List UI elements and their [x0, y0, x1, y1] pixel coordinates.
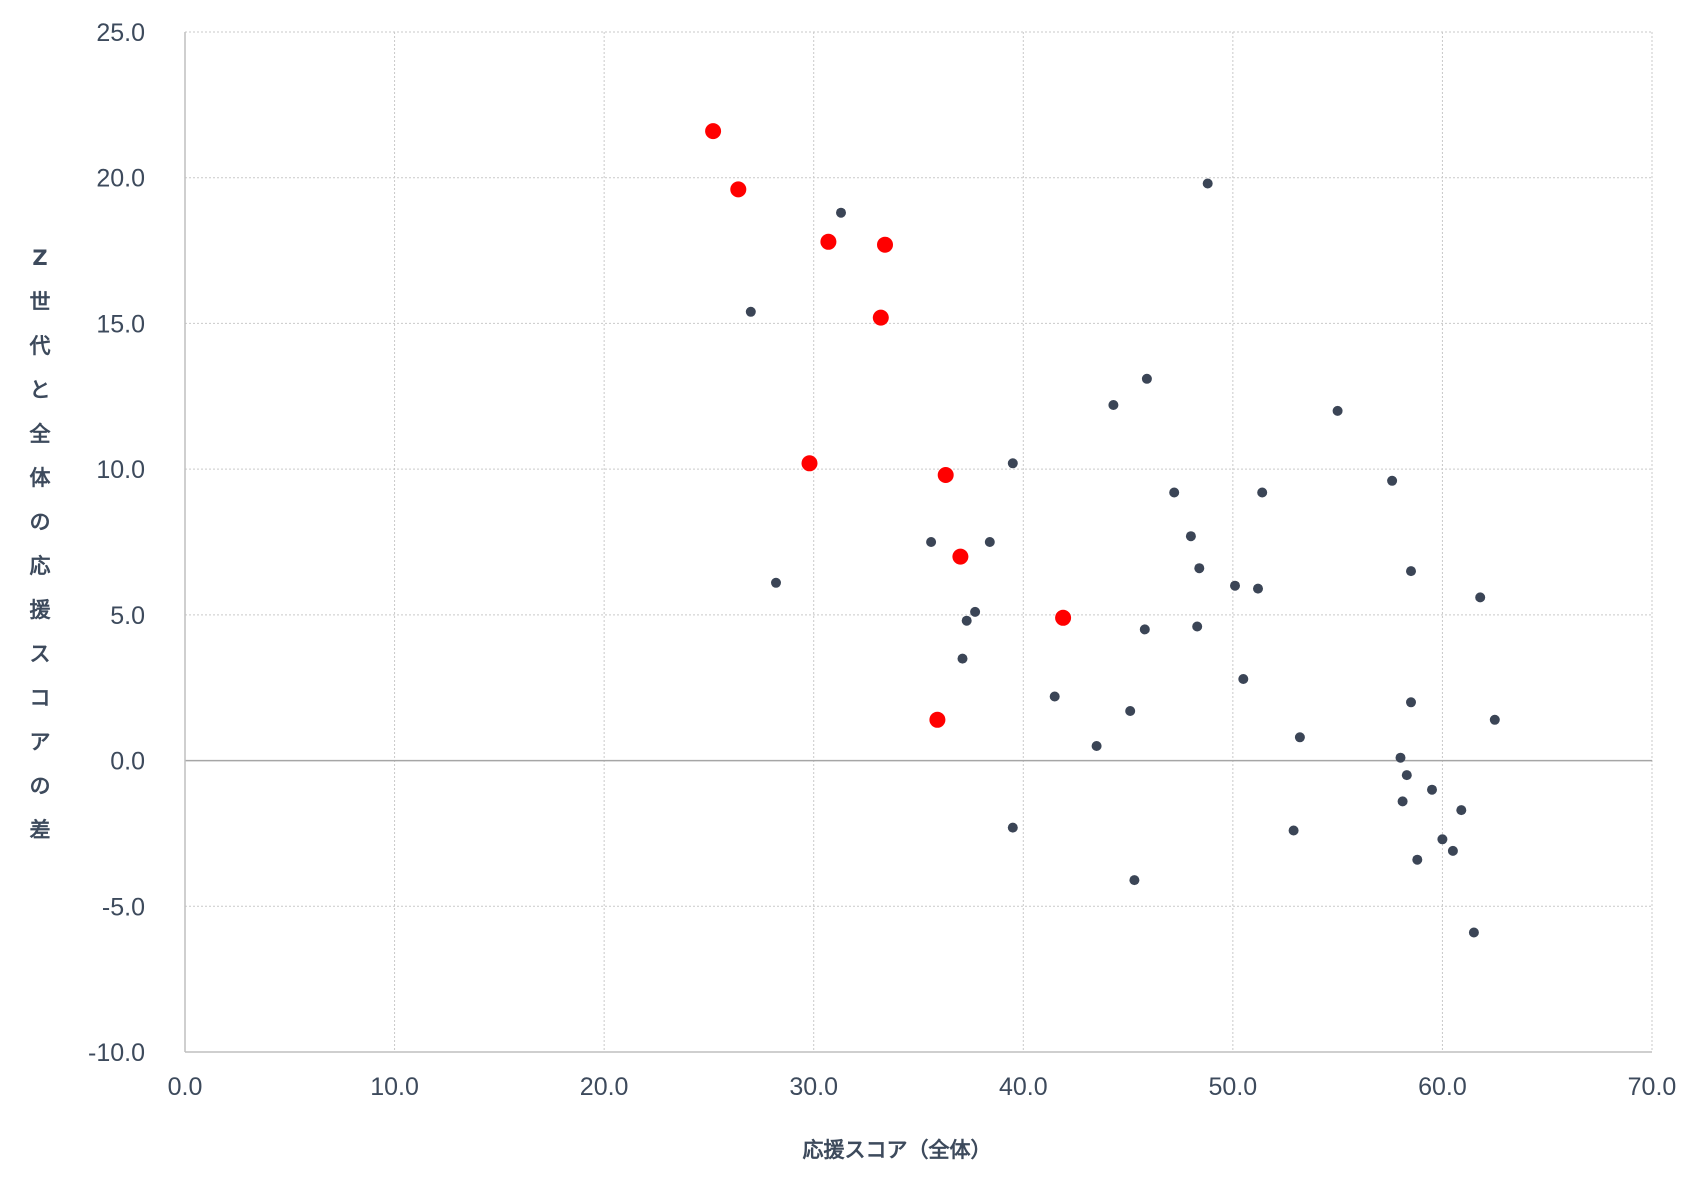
data-point: [1257, 487, 1268, 498]
data-point: [1447, 845, 1458, 856]
data-point: [1468, 927, 1479, 938]
data-point: [1091, 741, 1102, 751]
data-point: [1397, 796, 1408, 807]
y-axis-title-char: ス: [30, 642, 51, 666]
highlight-point: [1055, 609, 1072, 626]
y-axis-title-char: 応: [30, 554, 51, 578]
data-point: [1412, 854, 1423, 865]
data-point: [1202, 178, 1213, 189]
data-point: [771, 577, 781, 588]
data-point: [1387, 475, 1398, 486]
data-point: [1185, 531, 1196, 542]
data-point: [1489, 714, 1500, 725]
data-point: [1007, 822, 1018, 833]
highlight-point: [801, 455, 818, 472]
x-tick-label: 70.0: [1628, 1073, 1677, 1101]
data-point: [1427, 784, 1437, 795]
data-point: [1169, 487, 1180, 498]
data-point: [1192, 621, 1203, 632]
data-point: [1406, 566, 1416, 577]
data-point: [961, 615, 972, 626]
x-tick-label: 50.0: [1209, 1073, 1258, 1101]
x-tick-label: 40.0: [999, 1073, 1048, 1101]
highlight-point: [820, 233, 837, 250]
data-point: [984, 537, 995, 547]
data-point: [745, 306, 756, 317]
x-axis-title: 応援スコア（全体）: [803, 1138, 992, 1162]
y-tick-label: 25.0: [96, 19, 145, 47]
x-tick-label: 30.0: [789, 1073, 838, 1101]
y-axis-title-char: の: [30, 774, 51, 798]
x-tick-labels: 0.0 10.0 20.0 30.0 40.0 50.0 60.0 70.0: [168, 1073, 1677, 1101]
data-point: [1108, 400, 1119, 410]
y-tick-label: -5.0: [102, 893, 145, 921]
highlight-point: [705, 123, 722, 140]
data-point: [1194, 563, 1205, 574]
highlight-point: [929, 711, 946, 728]
y-axis-title-char: 代: [29, 334, 51, 358]
x-tick-label: 10.0: [370, 1073, 419, 1101]
y-axis-title-char: の: [30, 510, 51, 534]
y-axis-title-char: 体: [30, 466, 52, 490]
y-tick-label: 0.0: [110, 748, 145, 776]
data-point: [1288, 825, 1299, 836]
data-point: [1401, 770, 1412, 781]
y-axis-title-char: コ: [30, 686, 51, 710]
data-point: [926, 537, 937, 547]
data-point: [1437, 834, 1448, 845]
y-axis-title-char: 世: [30, 290, 51, 314]
highlight-point: [952, 548, 969, 565]
data-point: [1129, 875, 1140, 886]
data-point: [1475, 592, 1486, 603]
x-tick-label: 20.0: [580, 1073, 629, 1101]
y-tick-label: 20.0: [96, 165, 145, 193]
y-tick-label: 5.0: [110, 602, 145, 630]
x-tick-label: 60.0: [1418, 1073, 1467, 1101]
data-point: [1456, 805, 1467, 816]
highlight-point: [937, 467, 954, 483]
axes: [184, 32, 1652, 1053]
highlight-point: [730, 181, 747, 198]
x-tick-label: 0.0: [168, 1073, 203, 1101]
highlight-point: [877, 236, 893, 253]
data-point: [1395, 752, 1406, 763]
y-tick-label: 15.0: [96, 310, 145, 338]
data-point: [1007, 458, 1018, 469]
y-axis-title-char: と: [30, 378, 51, 402]
y-axis-title-char: Z: [32, 246, 47, 270]
data-point: [970, 606, 981, 617]
data-point: [1294, 732, 1305, 743]
y-tick-labels: -10.0 -5.0 0.0 5.0 10.0 15.0 20.0 25.0: [88, 19, 145, 1067]
y-tick-label: 10.0: [96, 456, 145, 484]
data-point: [1238, 674, 1249, 684]
data-point: [1125, 706, 1136, 716]
data-point: [1406, 697, 1416, 708]
data-point: [1230, 580, 1240, 591]
data-point: [1049, 691, 1060, 702]
data-point: [1141, 373, 1152, 384]
highlight-point: [872, 309, 889, 326]
data-point: [1139, 624, 1150, 635]
y-axis-title-char: ア: [30, 730, 51, 754]
data-point: [836, 207, 846, 218]
data-points: [705, 123, 1500, 938]
grid-lines: [185, 31, 1653, 1052]
data-point: [1332, 405, 1343, 416]
y-tick-label: -10.0: [88, 1039, 145, 1067]
data-point: [957, 653, 968, 664]
y-axis-title-char: 援: [30, 598, 52, 622]
y-axis-title-char: 差: [30, 818, 51, 842]
y-axis-title-char: 全: [29, 422, 52, 446]
data-point: [1253, 583, 1263, 594]
